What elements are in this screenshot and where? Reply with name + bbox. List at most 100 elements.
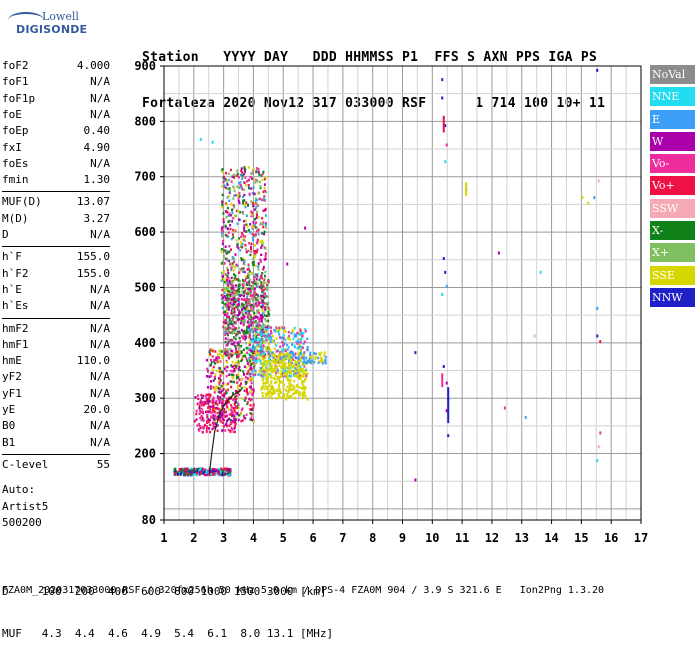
echo-point	[222, 176, 225, 180]
parameter-label: h`Es	[2, 299, 29, 313]
echo-point	[232, 197, 235, 200]
echo-point	[224, 349, 227, 352]
echo-point	[235, 289, 238, 293]
echo-point	[299, 365, 302, 368]
echo-point	[266, 295, 269, 298]
echo-point	[231, 342, 234, 346]
echo-point	[262, 295, 265, 299]
echo-point	[281, 348, 284, 351]
echo-point	[278, 387, 281, 391]
echo-point	[224, 257, 227, 260]
echo-point	[254, 252, 257, 255]
echo-point	[220, 370, 223, 374]
echo-point	[226, 301, 229, 305]
echo-point	[226, 287, 229, 290]
echo-point	[247, 353, 250, 356]
echo-point	[255, 321, 258, 324]
echo-point	[301, 370, 304, 374]
echo-point	[235, 333, 238, 336]
logo-line1: Lowell	[42, 10, 79, 23]
echo-point	[244, 239, 247, 242]
echo-point	[255, 216, 258, 220]
echo-point	[266, 367, 269, 370]
echo-point	[256, 227, 259, 230]
echo-point	[234, 284, 237, 287]
x-tick-label: 12	[485, 531, 499, 545]
echo-point	[267, 391, 270, 394]
echo-point	[244, 354, 247, 358]
echo-point	[254, 320, 257, 323]
echo-point	[224, 185, 227, 189]
header-labels: Station YYYY DAY DDD HHMMSS P1 FFS S AXN…	[142, 50, 598, 65]
echo-point	[266, 288, 269, 292]
echo-point	[288, 385, 291, 388]
echo-point	[252, 186, 255, 190]
echo-point	[242, 348, 245, 352]
echo-point	[240, 169, 243, 173]
echo-point	[301, 367, 304, 371]
echo-point	[218, 411, 221, 415]
echo-point	[288, 335, 291, 338]
echo-point	[231, 233, 234, 236]
echo-point	[320, 360, 323, 363]
parameter-label: h`F	[2, 250, 22, 264]
echo-point	[242, 236, 245, 240]
echo-point	[194, 470, 197, 473]
echo-point	[296, 346, 299, 350]
echo-point	[251, 201, 254, 205]
echo-point	[230, 364, 233, 367]
echo-point	[224, 321, 227, 325]
echo-point	[303, 365, 306, 368]
echo-point	[250, 303, 253, 307]
echo-point	[226, 312, 229, 315]
echo-point	[286, 343, 289, 347]
echo-point	[214, 414, 217, 417]
echo-point	[229, 223, 232, 227]
echo-point	[249, 304, 252, 307]
echo-point	[243, 224, 246, 227]
echo-point	[294, 391, 297, 395]
echo-point	[266, 372, 269, 375]
echo-point	[182, 471, 185, 475]
echo-point	[221, 230, 224, 234]
echo-point	[222, 388, 225, 391]
echo-point	[247, 332, 250, 335]
echo-point	[265, 307, 268, 310]
echo-point	[291, 353, 294, 356]
parameter-row: hmE 110.0	[2, 353, 110, 369]
echo-point	[224, 352, 227, 355]
echo-point	[222, 270, 225, 273]
echo-point	[261, 198, 264, 202]
echo-point	[250, 172, 253, 175]
echo-point	[593, 196, 596, 200]
echo-point	[236, 344, 239, 347]
echo-point	[257, 300, 260, 304]
parameter-value: N/A	[90, 228, 110, 241]
echo-point	[284, 355, 287, 358]
echo-point	[270, 369, 273, 372]
echo-point	[216, 359, 219, 362]
echo-point	[234, 194, 237, 197]
echo-point	[257, 325, 260, 328]
echo-point	[281, 395, 284, 399]
echo-point	[260, 174, 263, 177]
echo-point	[236, 330, 239, 334]
parameter-row: foF2 4.000	[2, 58, 110, 74]
echo-point	[258, 340, 261, 344]
echo-point	[258, 173, 261, 176]
echo-point	[227, 306, 230, 309]
echo-point	[447, 434, 450, 438]
echo-point	[222, 239, 225, 243]
echo-point	[201, 431, 204, 434]
echo-point	[244, 380, 247, 384]
echo-point	[244, 170, 247, 173]
parameter-label: D	[2, 228, 9, 241]
echo-point	[188, 472, 191, 476]
echo-point	[294, 334, 297, 337]
echo-point	[226, 348, 229, 351]
echo-point	[209, 358, 212, 362]
echo-point	[224, 224, 227, 228]
echo-point	[303, 358, 306, 362]
echo-point	[246, 351, 249, 355]
echo-point	[241, 292, 244, 296]
